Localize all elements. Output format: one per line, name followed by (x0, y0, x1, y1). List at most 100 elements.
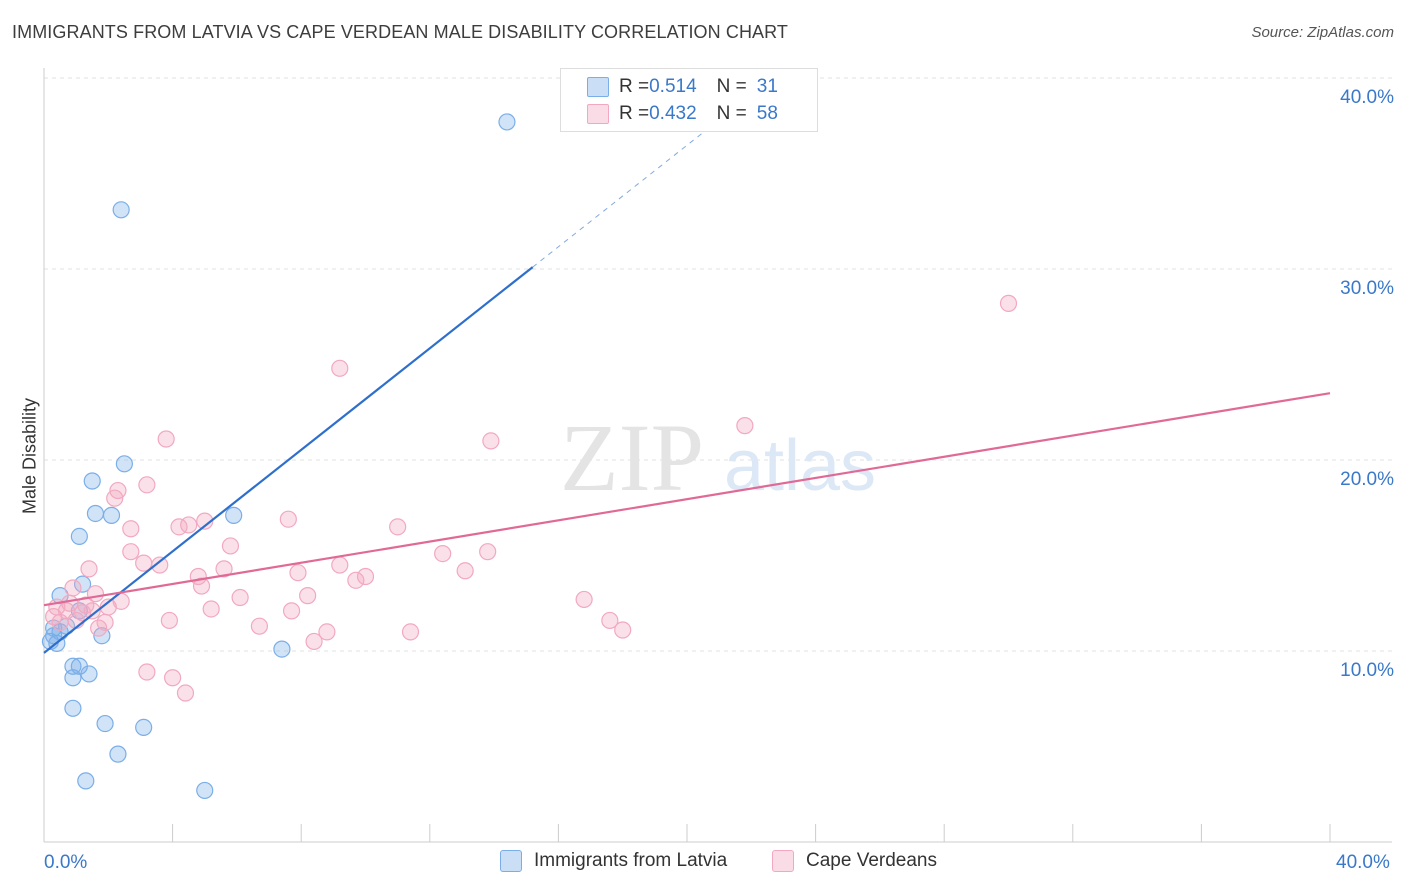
cape-verdeans-point (299, 587, 317, 605)
chart-title: IMMIGRANTS FROM LATVIA VS CAPE VERDEAN M… (12, 22, 789, 42)
latvia-point (96, 714, 114, 733)
cape-verdeans-point (122, 543, 140, 561)
cape-verdeans-point (999, 294, 1018, 312)
cape-verdeans-point (601, 611, 619, 630)
cape-verdeans-point (736, 417, 754, 435)
n-label: N = (716, 103, 747, 124)
latvia-point (102, 506, 121, 524)
trend-lines (43, 106, 1331, 654)
r-value: 0.432 (649, 103, 697, 124)
y-tick-label-20: 20.0% (1340, 469, 1394, 490)
cape-verdeans-point (231, 588, 249, 607)
stats-legend: R = 0.514 N = 31 R = 0.432 N = 58 (560, 68, 818, 132)
cape-verdeans-point (356, 567, 375, 586)
y-tick-label-30: 30.0% (1340, 278, 1394, 299)
cape-verdeans-point (86, 585, 105, 603)
n-label: N = (716, 76, 747, 97)
cape-verdeans-point (160, 611, 178, 630)
latvia-legend-label: Immigrants from Latvia (534, 850, 728, 871)
cape-verdeans-point (331, 556, 349, 574)
cape-verdeans-point (347, 571, 365, 589)
cape-verdeans-point (164, 669, 182, 687)
data-points (41, 113, 1018, 800)
latvia-point (135, 718, 153, 737)
cape-verdeans-point (138, 663, 156, 681)
latvia-point (498, 113, 516, 131)
cape-verdeans-point (83, 602, 101, 620)
x-tick-label-min: 0.0% (44, 852, 88, 873)
cape-verdeans-legend-label: Cape Verdeans (806, 850, 937, 871)
cape-verdeans-point (64, 579, 82, 597)
cape-verdeans-point (138, 476, 156, 494)
cape-verdeans-point (289, 564, 307, 582)
cape-verdeans-point (331, 359, 349, 377)
latvia-point (273, 640, 291, 658)
cape-verdeans-point (318, 623, 336, 641)
stats-legend-row-latvia: R = 0.514 N = 31 (587, 75, 778, 99)
cape-verdeans-point (614, 621, 632, 639)
latvia-point (86, 504, 105, 523)
latvia-point (109, 745, 127, 763)
latvia-point (77, 772, 95, 790)
cape-verdeans-point (176, 684, 195, 702)
cape-verdeans-point (151, 556, 169, 574)
n-value: 58 (756, 103, 778, 124)
y-tick-label-40: 40.0% (1340, 87, 1394, 108)
r-value: 0.514 (649, 76, 697, 97)
latvia-point (225, 506, 243, 524)
cape-verdeans-point (282, 602, 301, 620)
cape-verdeans-point (250, 617, 269, 635)
cape-verdeans-point (96, 613, 114, 631)
watermark-atlas: atlas (724, 426, 876, 506)
stats-legend-row-cape-verdeans: R = 0.432 N = 58 (587, 102, 778, 126)
cape-verdeans-point (157, 430, 175, 448)
grid-lines (44, 77, 1392, 652)
latvia-point (70, 527, 88, 546)
cape-verdeans-point (192, 577, 211, 595)
cape-verdeans-point (456, 562, 474, 580)
legend-item-cape-verdeans: Cape Verdeans (772, 850, 937, 872)
cape-verdeans-point (479, 543, 497, 561)
y-tick-label-10: 10.0% (1340, 660, 1394, 681)
cape-verdeans-point (80, 560, 98, 578)
latvia-trend-line (43, 266, 534, 654)
cape-verdeans-point (221, 537, 240, 555)
cape-verdeans-point (434, 544, 452, 563)
r-label: R = (619, 76, 650, 97)
cape-verdeans-trend-line (43, 392, 1331, 607)
cape-verdeans-point (109, 481, 127, 500)
r-label: R = (619, 103, 650, 124)
cape-verdeans-point (279, 510, 297, 528)
cape-verdeans-swatch (587, 104, 609, 124)
n-value: 31 (756, 76, 778, 97)
cape-verdeans-point (305, 632, 323, 651)
latvia-point (83, 472, 101, 490)
cape-verdeans-point (389, 518, 407, 536)
latvia-legend-swatch (500, 850, 522, 872)
cape-verdeans-point (482, 432, 500, 450)
watermark: ZIP atlas (560, 404, 876, 511)
cape-verdeans-point (401, 623, 420, 641)
cape-verdeans-legend-swatch (772, 850, 794, 872)
cape-verdeans-point (575, 590, 593, 609)
cape-verdeans-point (202, 600, 220, 618)
cape-verdeans-point (90, 619, 108, 637)
cape-verdeans-point (180, 516, 198, 534)
legend-item-latvia: Immigrants from Latvia (500, 850, 727, 872)
latvia-point (112, 201, 130, 219)
y-axis-label: Male Disability (19, 397, 40, 515)
cape-verdeans-point (122, 520, 140, 538)
latvia-point (196, 781, 214, 800)
watermark-zip: ZIP (560, 404, 704, 511)
latvia-point (73, 575, 92, 593)
x-tick-label-max: 40.0% (1336, 852, 1390, 873)
latvia-swatch (587, 77, 609, 97)
latvia-point (64, 699, 82, 717)
axes (43, 68, 1392, 843)
source-label: Source: ZipAtlas.com (1251, 24, 1394, 41)
latvia-point (115, 455, 133, 473)
latvia-trend-extension (532, 106, 736, 268)
latvia-point (80, 665, 98, 683)
cape-verdeans-point (196, 512, 214, 530)
